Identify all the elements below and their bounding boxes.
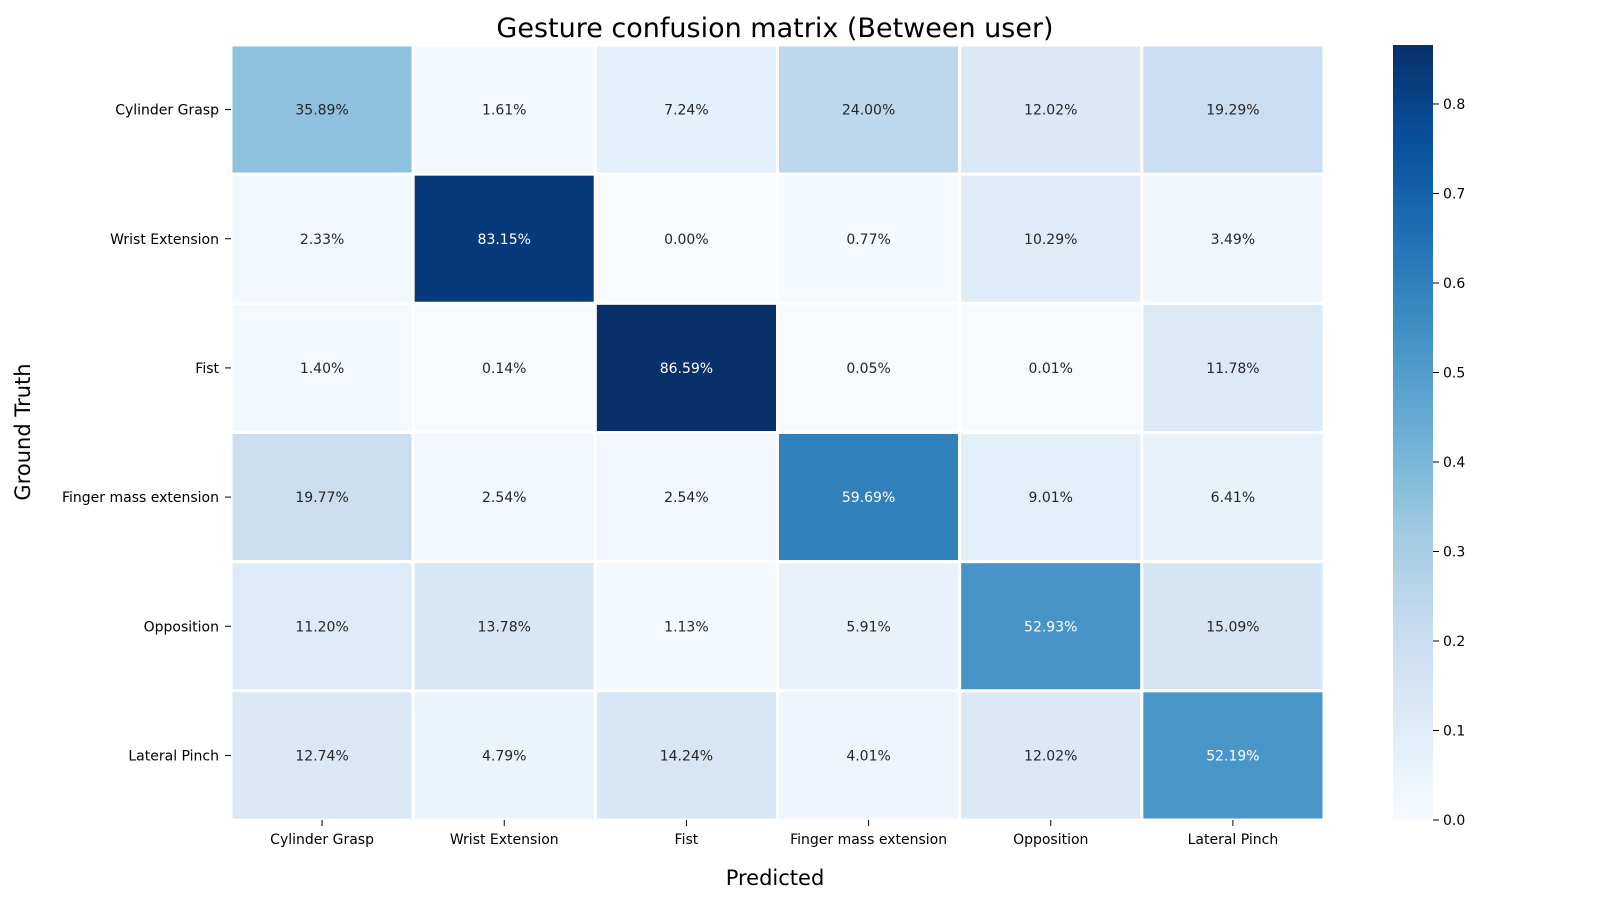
x-tick-label: Opposition — [1013, 832, 1088, 848]
cell-value-label: 0.01% — [1029, 361, 1073, 377]
y-axis-label: Ground Truth — [11, 363, 35, 500]
heatmap-cell — [958, 431, 1144, 564]
heatmap-cell — [1140, 301, 1326, 435]
heatmap-cell — [776, 172, 962, 305]
cell-value-label: 19.77% — [295, 490, 348, 506]
heatmap-cell — [229, 689, 415, 822]
chart-title: Gesture confusion matrix (Between user) — [496, 13, 1053, 44]
y-axis-ticks: Cylinder Grasp Wrist Extension Fist Finger … — [62, 103, 231, 764]
heatmap-cell — [411, 172, 597, 305]
cell-value-label: 4.79% — [482, 748, 526, 764]
x-tick-label: Finger mass extension — [790, 832, 947, 848]
heatmap-cell — [411, 431, 597, 564]
cell-value-label: 2.33% — [300, 232, 344, 248]
cell-value-label: 1.40% — [300, 361, 344, 377]
cell-value-label: 0.77% — [846, 232, 890, 248]
heatmap-cell — [958, 301, 1144, 435]
cell-value-label: 15.09% — [1206, 619, 1259, 635]
heatmap-cell — [776, 301, 962, 435]
heatmap-cell — [229, 43, 415, 176]
y-tick-label: Opposition — [144, 619, 219, 635]
heatmap-cell — [1140, 431, 1326, 564]
cell-value-label: 14.24% — [660, 748, 713, 764]
heatmap-cell — [593, 560, 779, 693]
cell-value-label: 0.05% — [846, 361, 890, 377]
cell-value-label: 12.02% — [1024, 748, 1077, 764]
cell-value-label: 13.78% — [478, 619, 531, 635]
colorbar-tick-label: 0.2 — [1443, 634, 1465, 650]
cell-value-label: 35.89% — [295, 103, 348, 119]
x-axis-ticks: Cylinder Grasp Wrist Extension Fist Finger … — [270, 820, 1278, 848]
heatmap-cell — [1140, 560, 1326, 693]
cell-value-label: 59.69% — [842, 490, 895, 506]
heatmap-cell — [776, 431, 962, 564]
heatmap-cell — [958, 560, 1144, 693]
cell-value-label: 24.00% — [842, 103, 895, 119]
y-tick-label: Cylinder Grasp — [115, 103, 219, 119]
cell-value-label: 2.54% — [482, 490, 526, 506]
cell-value-label: 52.93% — [1024, 619, 1077, 635]
cell-value-label: 7.24% — [664, 103, 708, 119]
heatmap-cell — [1140, 172, 1326, 305]
colorbar-tick-label: 0.5 — [1443, 365, 1465, 381]
cell-value-label: 0.14% — [482, 361, 526, 377]
heatmap-cell — [411, 43, 597, 176]
cell-value-label: 52.19% — [1206, 748, 1259, 764]
y-tick-label: Fist — [195, 361, 219, 377]
cell-value-label: 2.54% — [664, 490, 708, 506]
cell-value-label: 11.78% — [1206, 361, 1259, 377]
cell-value-label: 3.49% — [1211, 232, 1255, 248]
x-tick-label: Cylinder Grasp — [270, 832, 374, 848]
heatmap-cell — [229, 431, 415, 564]
heatmap-cell — [593, 43, 779, 176]
y-tick-label: Wrist Extension — [110, 232, 219, 248]
colorbar-tick-label: 0.8 — [1443, 97, 1465, 113]
cell-value-label: 86.59% — [660, 361, 713, 377]
colorbar-tick-label: 0.4 — [1443, 455, 1465, 471]
cell-value-label: 12.02% — [1024, 103, 1077, 119]
heatmap-cell — [411, 301, 597, 435]
cell-value-label: 1.61% — [482, 103, 526, 119]
cell-value-label: 11.20% — [295, 619, 348, 635]
cell-value-label: 6.41% — [1211, 490, 1255, 506]
heatmap-cell — [1140, 43, 1326, 176]
x-tick-label: Wrist Extension — [450, 832, 559, 848]
colorbar-tick-label: 0.3 — [1443, 544, 1465, 560]
heatmap-cell — [1140, 689, 1326, 822]
colorbar-tick-label: 0.6 — [1443, 276, 1465, 292]
y-tick-label: Lateral Pinch — [128, 748, 219, 764]
cell-value-label: 9.01% — [1029, 490, 1073, 506]
cell-value-label: 5.91% — [846, 619, 890, 635]
colorbar-gradient — [1393, 45, 1433, 820]
colorbar-tick-label: 0.0 — [1443, 813, 1465, 829]
colorbar: 0.0 0.1 0.2 0.3 0.4 0.5 0.6 0.7 0.8 — [1393, 45, 1465, 829]
heatmap-cell — [776, 560, 962, 693]
cell-value-label: 0.00% — [664, 232, 708, 248]
x-tick-label: Fist — [675, 832, 699, 848]
cell-value-label: 12.74% — [295, 748, 348, 764]
heatmap-cells: 35.89% 1.61% 7.24% 24.00% 12.02% 19.29% 2.33% 8… — [229, 43, 1326, 822]
x-tick-label: Lateral Pinch — [1188, 832, 1279, 848]
x-axis-label: Predicted — [726, 866, 825, 890]
colorbar-tick-label: 0.7 — [1443, 186, 1465, 202]
colorbar-tick-label: 0.1 — [1443, 723, 1465, 739]
cell-value-label: 1.13% — [664, 619, 708, 635]
heatmap-cell — [593, 431, 779, 564]
y-tick-label: Finger mass extension — [62, 490, 219, 506]
cell-value-label: 19.29% — [1206, 103, 1259, 119]
cell-value-label: 83.15% — [478, 232, 531, 248]
cell-value-label: 10.29% — [1024, 232, 1077, 248]
cell-value-label: 4.01% — [846, 748, 890, 764]
